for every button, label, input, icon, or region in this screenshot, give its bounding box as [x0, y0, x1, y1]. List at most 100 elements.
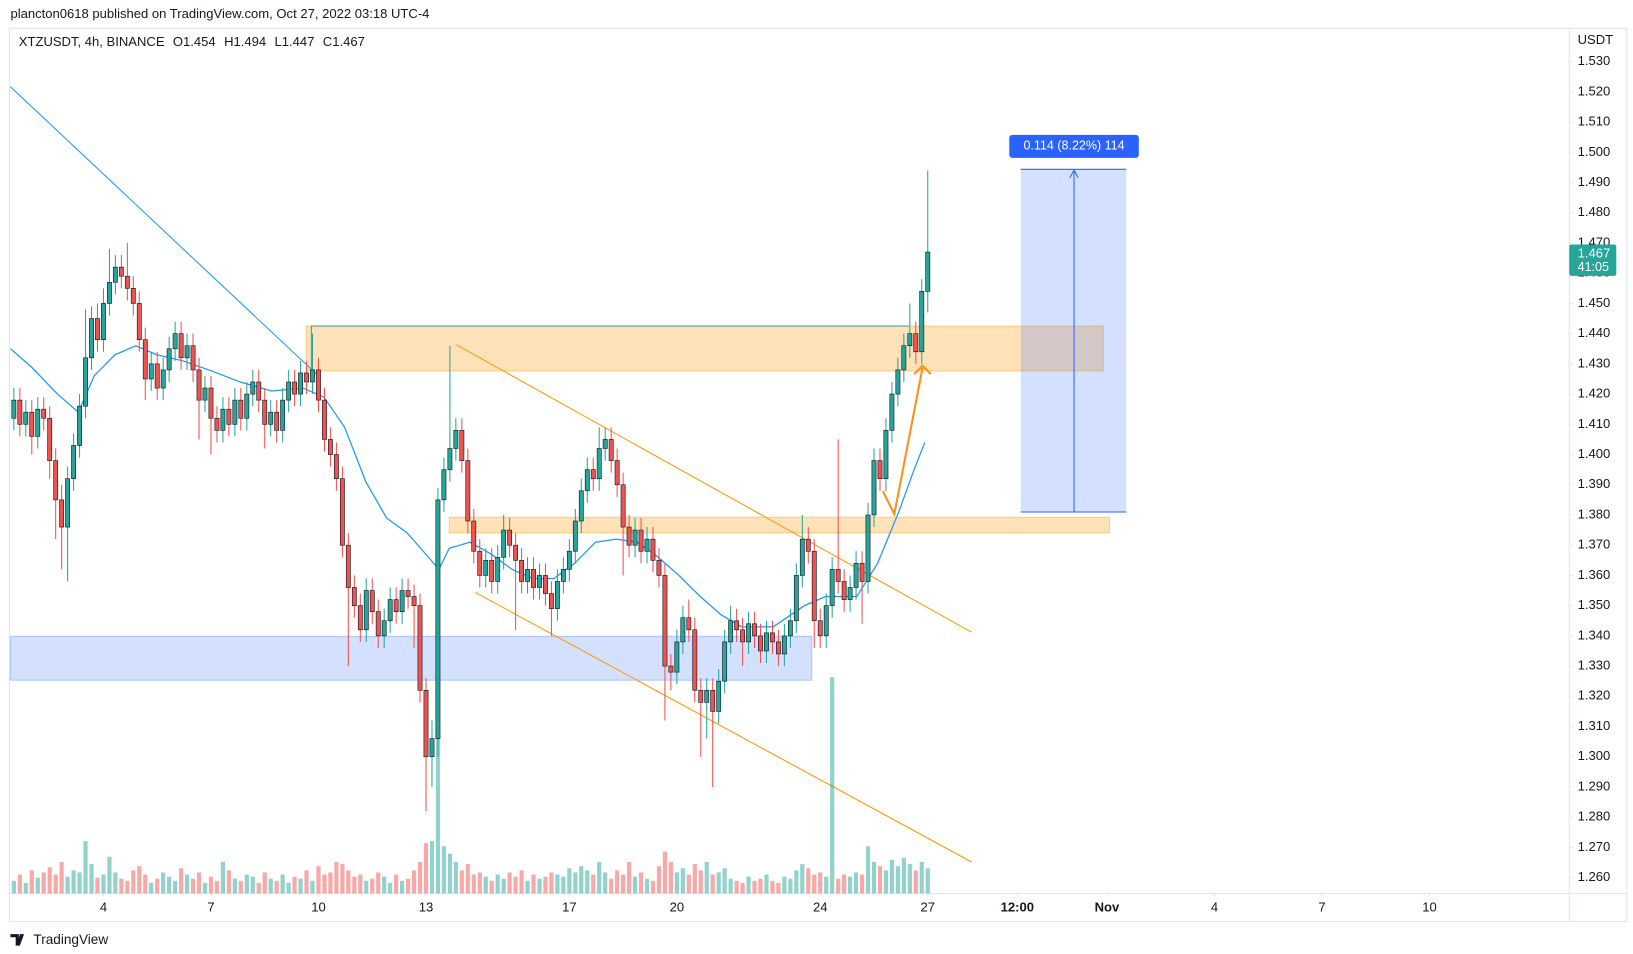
volume-bar — [364, 880, 369, 894]
volume-bar — [250, 876, 255, 894]
volume-bar — [47, 867, 52, 894]
candle-body — [632, 529, 638, 546]
candle-body — [829, 569, 835, 606]
frame — [8, 27, 1628, 923]
candle-body — [118, 266, 124, 277]
y-tick-label: 1.530 — [1578, 53, 1611, 68]
candle-body — [357, 605, 363, 631]
channel-upper — [456, 344, 972, 633]
candle-body — [596, 448, 602, 480]
y-tick-label: 1.340 — [1578, 627, 1611, 642]
candle-body — [47, 417, 53, 461]
volume-bar — [268, 878, 273, 894]
volume-bar — [471, 874, 476, 894]
candle-body — [148, 363, 154, 380]
candle-body — [787, 620, 793, 637]
candle-body — [435, 499, 441, 739]
volume-bar — [621, 874, 626, 894]
candle-body — [895, 369, 901, 395]
x-tick-label: 13 — [419, 899, 434, 914]
volume-bar — [692, 864, 697, 894]
volume-bar — [871, 862, 877, 894]
volume-bar — [698, 870, 703, 894]
volume-bar — [310, 880, 315, 894]
volume-bar — [11, 880, 16, 894]
candle-body — [674, 641, 680, 673]
volume-bar — [244, 874, 249, 894]
candle-body — [124, 275, 130, 289]
candle-body — [710, 689, 716, 712]
candle-body — [184, 345, 190, 359]
volume-bar — [686, 874, 691, 894]
candle-body — [859, 563, 865, 582]
last-price-box — [1569, 244, 1617, 276]
candle-body — [202, 387, 208, 401]
legend: XTZUSDT, 4h, BINANCE O1.454 H1.494 L1.447 C1… — [19, 34, 365, 49]
candle-body — [53, 460, 59, 501]
candle-body — [656, 559, 662, 576]
candle-body — [740, 629, 745, 643]
candle-body — [704, 689, 710, 703]
candle-body — [17, 399, 23, 425]
volume-bar — [184, 874, 190, 894]
y-tick-label: 1.280 — [1578, 809, 1611, 824]
candle-body — [716, 680, 722, 712]
volume-bar — [859, 874, 865, 894]
volume-bar — [298, 878, 303, 894]
candle-body — [560, 569, 566, 582]
volume-bar — [842, 874, 847, 894]
volume-bar — [274, 880, 279, 894]
volume-bar — [155, 878, 160, 894]
volume-bar — [824, 876, 829, 894]
measure-arrowhead — [1069, 169, 1079, 178]
volume-bar — [59, 862, 64, 894]
candle-body — [871, 460, 877, 516]
candle-body — [644, 538, 650, 552]
candle-body — [142, 339, 148, 380]
volume-bar — [662, 851, 668, 894]
volume-bar — [782, 876, 787, 894]
volume-bar — [292, 876, 297, 894]
y-tick-label: 1.490 — [1578, 174, 1611, 189]
candle-body — [196, 369, 202, 401]
candle-body — [698, 689, 704, 703]
y-tick-label: 1.300 — [1578, 748, 1611, 763]
volume-bar — [919, 862, 924, 894]
candle-body — [614, 460, 620, 486]
support-zone — [9, 635, 813, 681]
volume-bar — [770, 880, 775, 894]
volume-bar — [836, 878, 841, 894]
candle-body — [913, 333, 919, 353]
candle-body — [214, 417, 220, 431]
volume-bar — [35, 877, 40, 894]
volume-bar — [304, 870, 309, 894]
candle-body — [519, 559, 524, 582]
volume-bar — [495, 874, 500, 894]
volume-bar — [555, 874, 560, 894]
volume-bar — [597, 862, 602, 894]
x-tick-label: 20 — [670, 899, 685, 914]
footer: TradingView — [33, 932, 108, 947]
y-tick-label: 1.400 — [1578, 446, 1611, 461]
volume-bar — [734, 880, 739, 894]
volume-bar — [322, 874, 327, 894]
volume-bar — [865, 846, 871, 894]
footer-logo — [10, 934, 25, 946]
candle-layer — [11, 170, 931, 812]
y-tick-label: 1.510 — [1578, 114, 1611, 129]
volume-bar — [764, 874, 769, 894]
y-tick-label: 1.330 — [1578, 658, 1611, 673]
x-tick-label: 4 — [1211, 899, 1218, 914]
candle-body — [95, 318, 100, 340]
volume-bar — [65, 876, 70, 894]
candle-body — [901, 345, 907, 371]
path-arrowhead — [913, 364, 932, 375]
candle-body — [65, 478, 71, 528]
candle-body — [83, 357, 88, 407]
header: plancton0618 published on TradingView.co… — [10, 6, 429, 21]
volume-bar — [794, 870, 799, 894]
candle-body — [71, 445, 77, 480]
volume-bar — [459, 870, 464, 894]
candle-body — [590, 469, 596, 480]
